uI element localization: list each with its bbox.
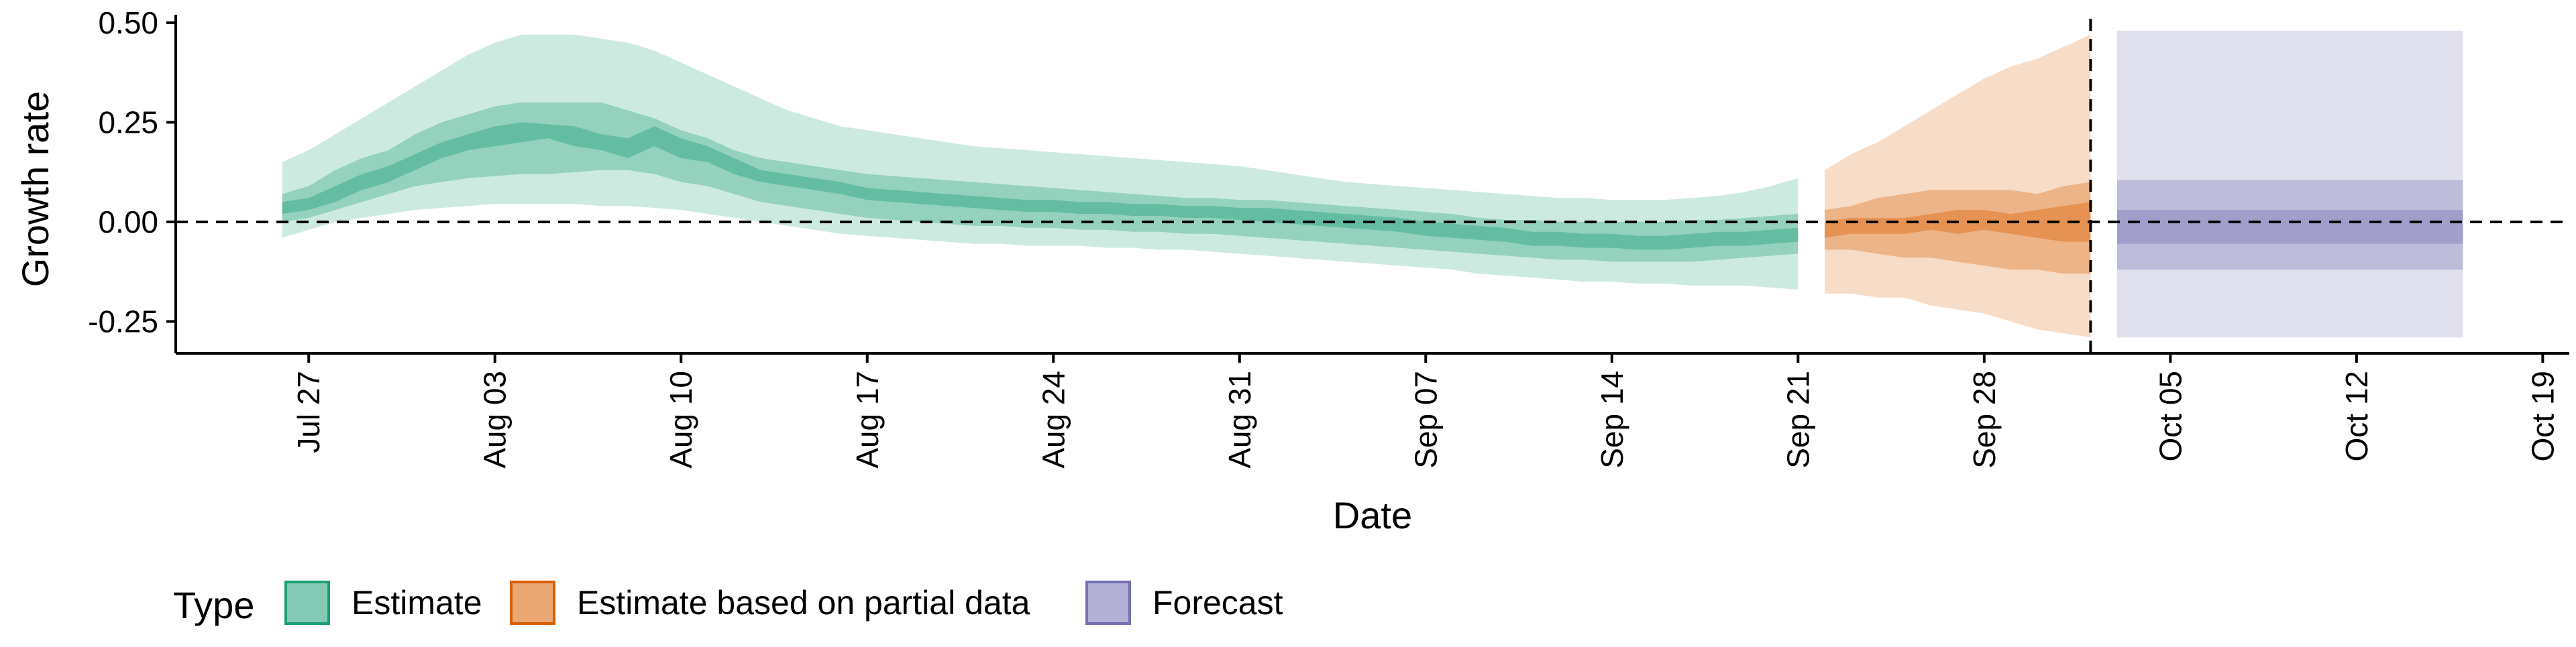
y-tick-label: 0.50 xyxy=(98,5,158,40)
legend-key-1 xyxy=(510,581,555,625)
x-axis-ticks: Jul 27 Aug 03 Aug 10 Aug 17 Aug 24 Aug 31 Sep … xyxy=(291,353,2560,469)
series-1 xyxy=(1825,34,2091,338)
x-tick-label: Oct 12 xyxy=(2339,371,2374,462)
legend-label-0: Estimate xyxy=(352,584,482,622)
x-tick-label: Sep 28 xyxy=(1967,371,2002,469)
legend-title: Type xyxy=(173,584,254,626)
x-tick-label: Jul 27 xyxy=(291,371,326,453)
x-tick-label: Aug 31 xyxy=(1222,371,1257,469)
band-50-series-2 xyxy=(2117,180,2463,270)
x-axis-title: Date xyxy=(1333,494,1412,536)
band-50-series-0 xyxy=(282,102,1799,262)
x-tick-label: Aug 03 xyxy=(478,371,513,469)
x-tick-label: Oct 05 xyxy=(2153,371,2188,462)
series-0 xyxy=(282,34,1799,290)
y-axis-ticks: -0.25 0.00 0.25 0.50 xyxy=(88,5,176,339)
band-20-series-0 xyxy=(282,122,1799,250)
bands-layer xyxy=(282,30,2463,338)
series-2 xyxy=(2117,30,2463,338)
legend-label-1: Estimate based on partial data xyxy=(577,584,1030,622)
legend-key-0 xyxy=(284,581,330,625)
band-90-series-1 xyxy=(1825,34,2091,338)
y-tick-label: 0.00 xyxy=(98,204,158,239)
band-20-series-2 xyxy=(2117,210,2463,244)
legend-key-2 xyxy=(1085,581,1131,625)
y-tick-label: -0.25 xyxy=(88,304,158,339)
reference-lines xyxy=(176,19,2569,353)
x-tick-label: Aug 24 xyxy=(1036,371,1071,469)
y-tick-label: 0.25 xyxy=(98,105,158,139)
x-tick-label: Sep 07 xyxy=(1408,371,1443,469)
y-axis-title: Growth rate xyxy=(14,91,56,288)
legend-label-2: Forecast xyxy=(1152,584,1283,622)
x-tick-label: Aug 10 xyxy=(663,371,698,469)
band-90-series-0 xyxy=(282,34,1799,290)
x-tick-label: Aug 17 xyxy=(850,371,885,469)
x-tick-label: Oct 19 xyxy=(2525,371,2560,462)
axes: -0.25 0.00 0.25 0.50 Jul 27 Aug 03 Aug 10 Aug … xyxy=(88,5,2569,469)
x-tick-label: Sep 14 xyxy=(1595,371,1629,469)
x-tick-label: Sep 21 xyxy=(1780,371,1815,469)
band-90-series-2 xyxy=(2117,30,2463,338)
band-50-series-1 xyxy=(1825,182,2091,274)
legend: Type Estimate Estimate based on partial d… xyxy=(173,581,1283,626)
